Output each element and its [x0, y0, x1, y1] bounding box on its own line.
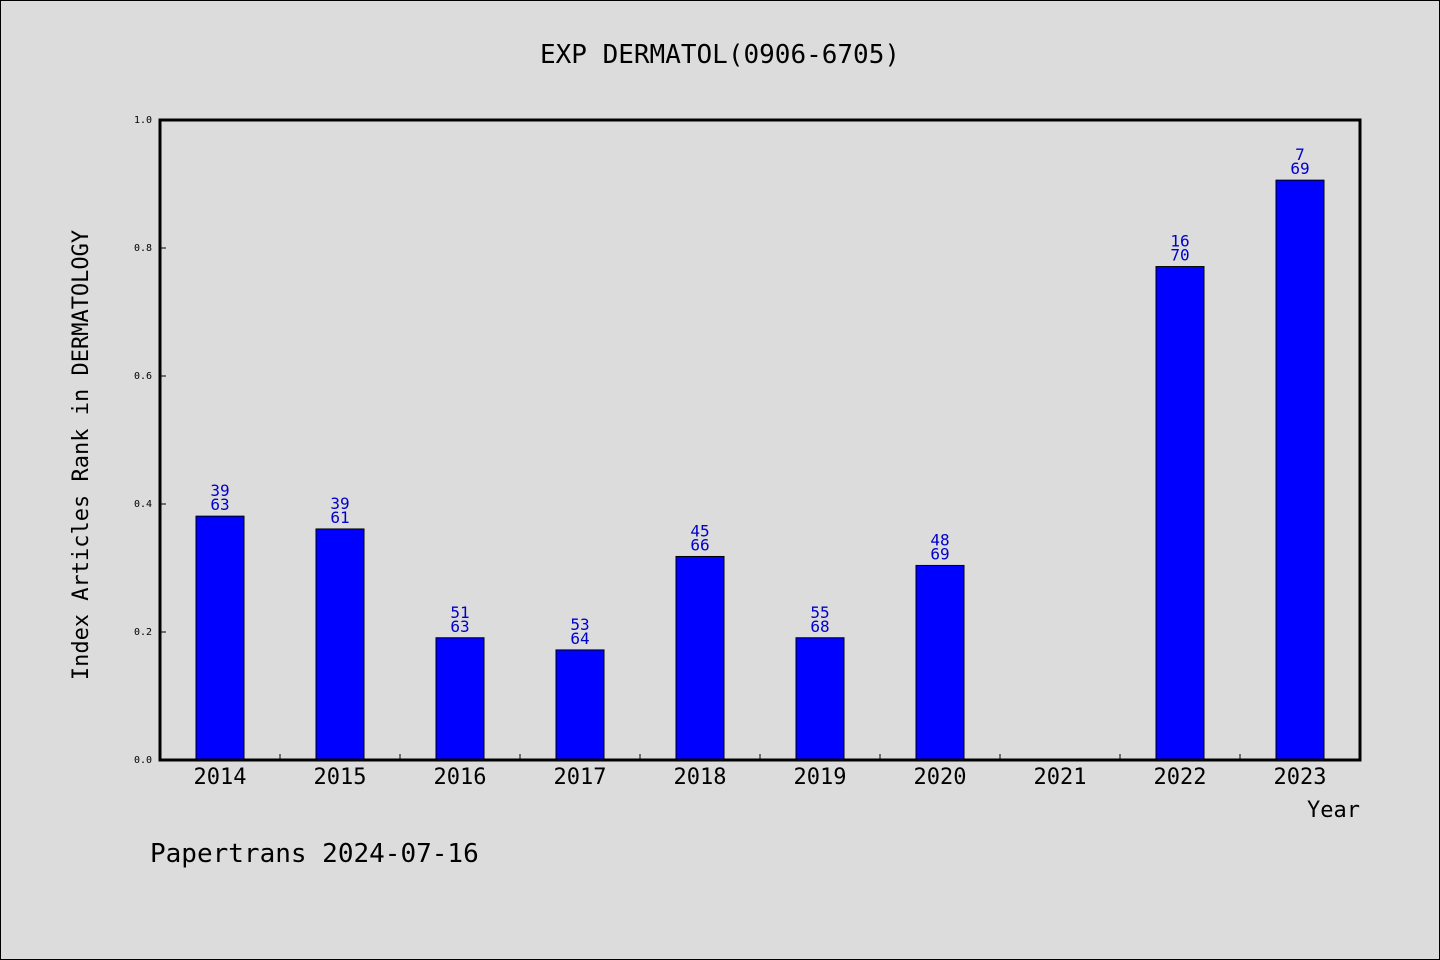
x-tick-label: 2021 — [1034, 765, 1087, 790]
y-tick-label: 0.2 — [134, 627, 152, 638]
data-label-total: 63 — [210, 495, 229, 514]
data-label-rank: 51 — [450, 603, 469, 622]
x-tick-label: 2018 — [674, 765, 727, 790]
data-label-rank: 39 — [210, 481, 229, 500]
y-tick-label: 0.8 — [134, 243, 152, 254]
x-tick-label: 2020 — [914, 765, 967, 790]
data-label-rank: 45 — [690, 521, 709, 540]
bar-series — [195, 179, 1325, 761]
bar — [675, 555, 725, 761]
x-tick-label: 2017 — [554, 765, 607, 790]
bar — [555, 649, 605, 761]
x-axis-label: Year — [1307, 798, 1360, 823]
bar — [435, 637, 485, 761]
data-label-rank: 39 — [330, 494, 349, 513]
footer-credit: Papertrans 2024-07-16 — [150, 839, 479, 869]
data-label-rank: 16 — [1170, 232, 1189, 251]
data-label-total: 69 — [1290, 159, 1309, 178]
x-axis: 2014 2015 2016 2017 2018 2019 2020 2021 2022 2023 — [194, 754, 1327, 790]
y-tick-label: 0.6 — [134, 371, 152, 382]
y-tick-label: 1.0 — [134, 115, 152, 126]
x-tick-label: 2016 — [434, 765, 487, 790]
x-tick-label: 2023 — [1274, 765, 1327, 790]
bar — [1275, 179, 1325, 761]
y-tick-label: 0.0 — [134, 755, 152, 766]
x-tick-label: 2022 — [1154, 765, 1207, 790]
data-label-total: 68 — [810, 617, 829, 636]
bar — [915, 564, 965, 761]
data-label-total: 70 — [1170, 246, 1189, 265]
x-tick-label: 2015 — [314, 765, 367, 790]
data-label-total: 63 — [450, 617, 469, 636]
bar — [315, 528, 365, 761]
data-label-total: 69 — [930, 544, 949, 563]
data-label-total: 64 — [570, 629, 589, 648]
data-label-rank: 7 — [1295, 145, 1305, 164]
y-tick-label: 0.4 — [134, 499, 152, 510]
data-label-total: 61 — [330, 508, 349, 527]
data-label-total: 66 — [690, 535, 709, 554]
data-label-rank: 53 — [570, 615, 589, 634]
x-tick-label: 2014 — [194, 765, 247, 790]
bar — [195, 515, 245, 761]
bar — [795, 637, 845, 761]
x-tick-label: 2019 — [794, 765, 847, 790]
plot-area — [158, 118, 1362, 762]
data-label-rank: 55 — [810, 603, 829, 622]
chart-title: EXP DERMATOL(0906-6705) — [540, 40, 900, 70]
data-label-rank: 48 — [930, 530, 949, 549]
bar — [1155, 266, 1205, 761]
y-axis-label: Index Articles Rank in DERMATOLOGY — [69, 230, 94, 680]
